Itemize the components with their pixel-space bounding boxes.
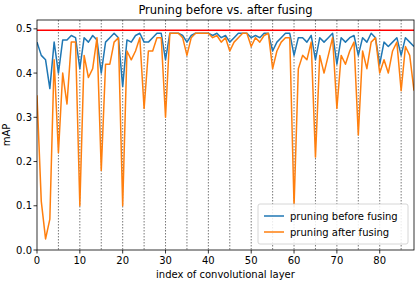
x-tick — [79, 250, 80, 254]
y-tick — [34, 250, 38, 251]
x-tick — [37, 250, 38, 254]
vertical-line — [229, 20, 230, 250]
title: Pruning before vs. after fusing — [138, 3, 312, 17]
y-tick — [34, 117, 38, 118]
x-tick — [122, 250, 123, 254]
reference-line — [37, 29, 414, 31]
legend-swatch — [264, 215, 284, 217]
legend-label: pruning after fusing — [290, 227, 389, 238]
x-tick-label: 50 — [245, 255, 258, 266]
y-tick — [34, 161, 38, 162]
y-tick-label: 0.0 — [16, 245, 32, 256]
x-tick-label: 70 — [331, 255, 344, 266]
legend-swatch — [264, 231, 284, 233]
x-tick-label: 30 — [159, 255, 172, 266]
vertical-line — [79, 20, 80, 250]
legend-box — [258, 204, 408, 244]
chart: 0 10 20 30 40 50 60 70 80 0.0 0.1 0.2 0.3 0.4 0.5 Pruni… — [0, 0, 420, 284]
x-tick-label: 80 — [373, 255, 386, 266]
legend: pruning before fusing pruning after fusin… — [258, 204, 408, 244]
y-tick-label: 0.5 — [16, 23, 32, 34]
y-tick-label: 0.4 — [16, 68, 32, 79]
y-tick-label: 0.3 — [16, 112, 32, 123]
y-tick-label: 0.1 — [16, 200, 32, 211]
x-tick-label: 60 — [288, 255, 301, 266]
x-tick-label: 40 — [202, 255, 215, 266]
x-tick-label: 10 — [73, 255, 86, 266]
frame — [37, 20, 414, 250]
vertical-line — [251, 20, 252, 250]
x-tick — [379, 250, 380, 254]
y-tick-label: 0.2 — [16, 156, 32, 167]
x-tick — [208, 250, 209, 254]
vertical-line — [144, 20, 145, 250]
x-tick — [294, 250, 295, 254]
x-tick-label: 20 — [116, 255, 129, 266]
y-tick — [34, 28, 38, 29]
y-tick — [34, 205, 38, 206]
x-tick — [251, 250, 252, 254]
plot-area — [37, 20, 414, 250]
vertical-line — [101, 20, 102, 250]
y-axis-label: mAP — [1, 124, 12, 147]
x-tick — [336, 250, 337, 254]
vertical-line — [208, 20, 209, 250]
vertical-line — [122, 20, 123, 250]
y-tick — [34, 73, 38, 74]
legend-label: pruning before fusing — [290, 211, 398, 222]
x-tick-label: 0 — [34, 255, 40, 266]
x-tick — [165, 250, 166, 254]
x-axis-label: index of convolutional layer — [156, 269, 296, 280]
